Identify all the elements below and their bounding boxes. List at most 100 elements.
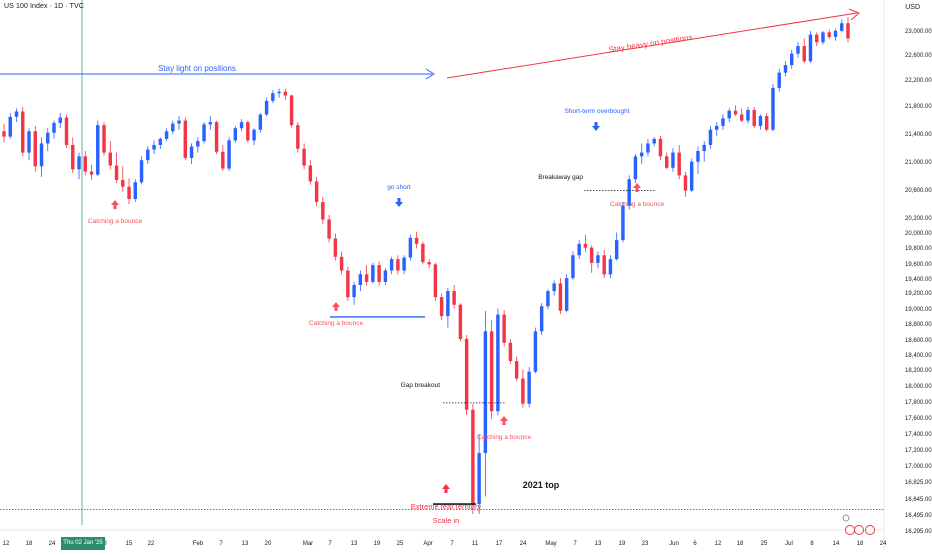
candle-body[interactable] xyxy=(671,152,675,168)
candle-body[interactable] xyxy=(171,123,175,132)
candle-body[interactable] xyxy=(302,148,306,166)
candle-body[interactable] xyxy=(752,109,756,126)
candle-body[interactable] xyxy=(277,91,281,94)
candle-body[interactable] xyxy=(408,237,413,258)
candle-body[interactable] xyxy=(558,283,563,311)
candle-body[interactable] xyxy=(721,118,725,126)
candle-body[interactable] xyxy=(714,125,719,130)
candle-body[interactable] xyxy=(564,278,569,311)
candle-body[interactable] xyxy=(321,202,325,220)
candle-body[interactable] xyxy=(177,120,181,124)
candle-body[interactable] xyxy=(846,23,850,39)
candle-body[interactable] xyxy=(546,291,550,307)
candle-body[interactable] xyxy=(14,111,19,117)
candle-body[interactable] xyxy=(77,156,81,170)
candle-body[interactable] xyxy=(339,256,344,271)
candle-body[interactable] xyxy=(452,291,456,305)
candle-body[interactable] xyxy=(239,122,244,129)
candle-body[interactable] xyxy=(214,122,219,152)
candle-body[interactable] xyxy=(571,255,575,279)
candle-body[interactable] xyxy=(271,93,275,101)
candle-body[interactable] xyxy=(808,34,813,62)
candle-body[interactable] xyxy=(27,131,31,153)
candle-body[interactable] xyxy=(377,265,381,282)
candle-body[interactable] xyxy=(133,182,138,199)
candle-body[interactable] xyxy=(471,409,475,505)
candle-body[interactable] xyxy=(46,132,50,144)
candle-body[interactable] xyxy=(477,453,481,505)
candle-body[interactable] xyxy=(496,314,500,412)
candle-body[interactable] xyxy=(677,152,681,176)
candle-body[interactable] xyxy=(521,378,525,404)
event-marker-icon[interactable] xyxy=(842,514,850,522)
candle-body[interactable] xyxy=(627,179,631,206)
candle-body[interactable] xyxy=(189,146,194,158)
candle-body[interactable] xyxy=(139,160,144,183)
candle-body[interactable] xyxy=(527,371,531,404)
candle-body[interactable] xyxy=(621,205,625,241)
candle-body[interactable] xyxy=(708,129,713,145)
candle-body[interactable] xyxy=(552,283,556,292)
candle-body[interactable] xyxy=(646,143,650,153)
candle-body[interactable] xyxy=(64,117,69,145)
candle-body[interactable] xyxy=(333,238,338,257)
candle-body[interactable] xyxy=(158,138,163,145)
candle-body[interactable] xyxy=(727,110,731,119)
candle-body[interactable] xyxy=(639,152,644,157)
candle-body[interactable] xyxy=(108,152,113,166)
us-flag-icon[interactable] xyxy=(845,525,855,535)
candle-body[interactable] xyxy=(289,95,294,126)
candle-body[interactable] xyxy=(777,72,781,88)
candle-body[interactable] xyxy=(421,243,425,263)
candle-body[interactable] xyxy=(383,270,388,282)
candle-body[interactable] xyxy=(696,151,700,162)
candle-body[interactable] xyxy=(196,141,200,147)
candle-body[interactable] xyxy=(833,30,838,37)
candle-body[interactable] xyxy=(102,125,106,153)
candle-body[interactable] xyxy=(790,53,794,66)
candle-body[interactable] xyxy=(739,114,744,121)
candle-body[interactable] xyxy=(765,116,769,130)
candle-body[interactable] xyxy=(39,143,44,167)
candle-body[interactable] xyxy=(346,270,350,298)
candle-body[interactable] xyxy=(164,131,169,139)
candle-body[interactable] xyxy=(683,175,688,191)
candle-body[interactable] xyxy=(796,46,800,54)
candle-body[interactable] xyxy=(633,156,638,180)
candle-body[interactable] xyxy=(821,32,825,43)
candle-body[interactable] xyxy=(208,122,213,125)
candle-body[interactable] xyxy=(514,361,519,379)
candle-body[interactable] xyxy=(689,161,694,191)
candle-body[interactable] xyxy=(508,342,513,362)
candle-body[interactable] xyxy=(589,247,594,263)
candle-body[interactable] xyxy=(89,171,94,175)
candle-body[interactable] xyxy=(414,237,419,244)
candle-body[interactable] xyxy=(464,338,469,410)
candle-body[interactable] xyxy=(583,243,588,248)
candle-body[interactable] xyxy=(202,124,206,142)
candle-body[interactable] xyxy=(602,255,606,275)
candle-body[interactable] xyxy=(783,65,788,73)
candle-body[interactable] xyxy=(96,125,100,175)
candle-body[interactable] xyxy=(389,259,394,271)
candle-body[interactable] xyxy=(58,117,62,123)
candle-body[interactable] xyxy=(221,151,225,169)
candle-body[interactable] xyxy=(802,46,806,62)
candle-body[interactable] xyxy=(127,186,131,199)
candle-body[interactable] xyxy=(83,156,87,172)
candle-body[interactable] xyxy=(308,165,313,182)
candle-body[interactable] xyxy=(33,131,37,167)
candle-body[interactable] xyxy=(2,131,6,137)
candle-body[interactable] xyxy=(246,122,250,141)
us-flag-icon[interactable] xyxy=(854,525,864,535)
candle-body[interactable] xyxy=(364,274,369,282)
candle-body[interactable] xyxy=(502,314,506,343)
candle-body[interactable] xyxy=(327,219,331,239)
candle-body[interactable] xyxy=(577,243,581,256)
candle-body[interactable] xyxy=(652,138,656,144)
candle-body[interactable] xyxy=(402,257,406,271)
candle-body[interactable] xyxy=(146,149,150,161)
candle-body[interactable] xyxy=(8,116,12,137)
candle-body[interactable] xyxy=(827,32,831,37)
